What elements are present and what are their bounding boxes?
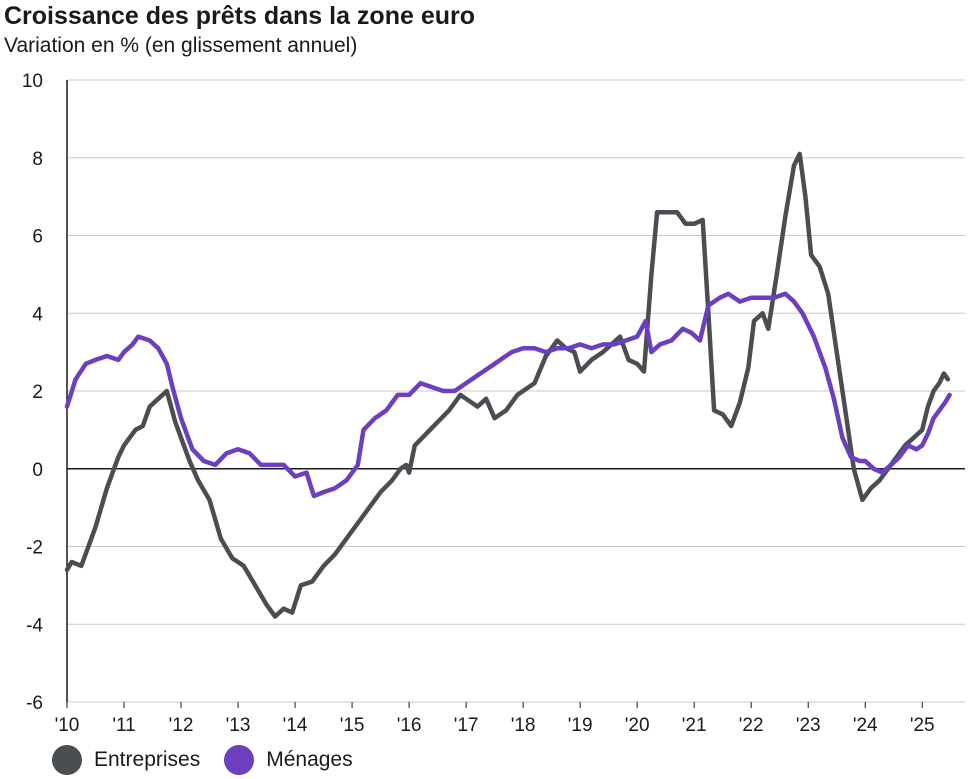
x-axis-ticks: '10 '11 '12 '13 '14 '15 '16 '17 '18 '19 '20 '21 '22 '…: [55, 702, 935, 736]
y-tick-label: -6: [26, 693, 43, 714]
y-tick-label: 10: [22, 71, 43, 92]
x-tick-label: '19: [568, 715, 593, 736]
legend-item-entreprises: Entreprises: [52, 745, 200, 775]
legend-label-menages: Ménages: [266, 748, 353, 771]
y-tick-label: -2: [26, 538, 43, 559]
series-line-menages: [64, 291, 952, 499]
x-tick-label: '11: [112, 715, 135, 736]
x-tick-label: '15: [340, 715, 365, 736]
legend-label-entreprises: Entreprises: [94, 748, 201, 771]
y-tick-label: 8: [32, 149, 43, 170]
legend-swatch-menages: [224, 745, 255, 775]
x-tick-label: '25: [910, 715, 935, 736]
x-tick-label: '18: [511, 715, 536, 736]
x-tick-label: '21: [682, 715, 707, 736]
legend-item-menages: Ménages: [224, 745, 353, 775]
x-tick-label: '13: [226, 715, 251, 736]
series-lines: [64, 151, 952, 619]
y-tick-label: 0: [32, 460, 43, 481]
y-tick-label: 4: [32, 304, 43, 325]
x-tick-label: '10: [55, 715, 80, 736]
y-tick-label: -4: [26, 615, 43, 636]
x-tick-label: '17: [454, 715, 479, 736]
x-tick-label: '12: [169, 715, 194, 736]
y-tick-label: 2: [32, 382, 43, 403]
x-tick-label: '20: [625, 715, 650, 736]
series-line-entreprises: [64, 151, 951, 619]
gridlines: [66, 79, 965, 703]
legend: Entreprises Ménages: [52, 745, 377, 775]
chart-title: Croissance des prêts dans la zone euro: [4, 2, 475, 30]
x-tick-label: '16: [397, 715, 422, 736]
y-tick-label: 6: [32, 227, 43, 248]
chart-subtitle: Variation en % (en glissement annuel): [4, 34, 358, 57]
x-tick-label: '14: [283, 715, 308, 736]
x-tick-label: '22: [739, 715, 764, 736]
legend-swatch-entreprises: [52, 745, 82, 775]
x-tick-label: '24: [853, 715, 878, 736]
x-tick-label: '23: [796, 715, 821, 736]
y-axis-ticks: 10 8 6 4 2 0 -2 -4 -6: [22, 71, 44, 714]
